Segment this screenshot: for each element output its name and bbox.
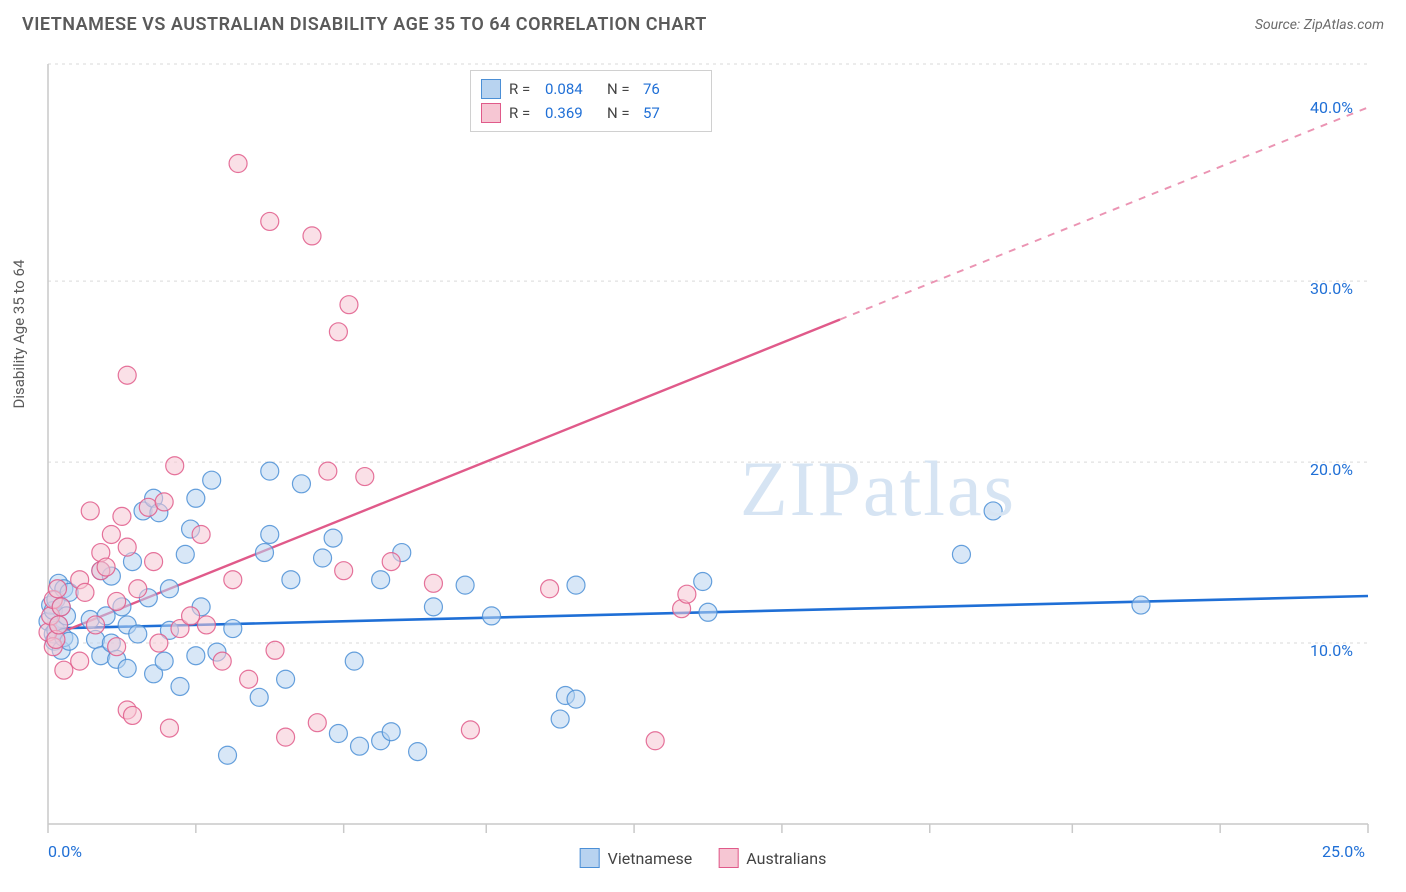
y-axis-label: Disability Age 35 to 64 xyxy=(10,260,28,409)
legend-r-label: R = xyxy=(509,80,537,98)
x-tick-label: 25.0% xyxy=(1322,842,1365,861)
series-legend-item: Vietnamese xyxy=(580,848,693,868)
legend-swatch xyxy=(481,103,501,123)
series-name: Australians xyxy=(746,849,826,868)
legend-n-value: 76 xyxy=(643,80,697,98)
legend-swatch xyxy=(580,848,600,868)
legend-n-value: 57 xyxy=(643,104,697,122)
legend-r-value: 0.369 xyxy=(545,104,599,122)
y-tick-label: 30.0% xyxy=(1310,279,1353,298)
x-tick-label: 0.0% xyxy=(48,842,82,861)
scatter-plot xyxy=(0,44,1406,892)
legend-r-value: 0.084 xyxy=(545,80,599,98)
correlation-legend: R = 0.084 N = 76 R = 0.369 N = 57 xyxy=(470,70,712,132)
legend-swatch xyxy=(718,848,738,868)
y-tick-label: 40.0% xyxy=(1310,98,1353,117)
chart-area: Disability Age 35 to 64 ZIPatlas R =0.08… xyxy=(0,44,1406,892)
series-legend: Vietnamese Australians xyxy=(580,848,827,868)
legend-row: R = 0.084 N = 76 xyxy=(481,77,697,101)
source-credit: Source: ZipAtlas.com xyxy=(1255,17,1384,33)
legend-n-label: N = xyxy=(607,104,635,122)
chart-title: VIETNAMESE VS AUSTRALIAN DISABILITY AGE … xyxy=(22,14,707,35)
legend-n-label: N = xyxy=(607,80,635,98)
legend-row: R = 0.369 N = 57 xyxy=(481,101,697,125)
y-tick-label: 10.0% xyxy=(1310,641,1353,660)
y-tick-label: 20.0% xyxy=(1310,460,1353,479)
series-name: Vietnamese xyxy=(608,849,693,868)
series-legend-item: Australians xyxy=(718,848,826,868)
legend-swatch xyxy=(481,79,501,99)
legend-r-label: R = xyxy=(509,104,537,122)
